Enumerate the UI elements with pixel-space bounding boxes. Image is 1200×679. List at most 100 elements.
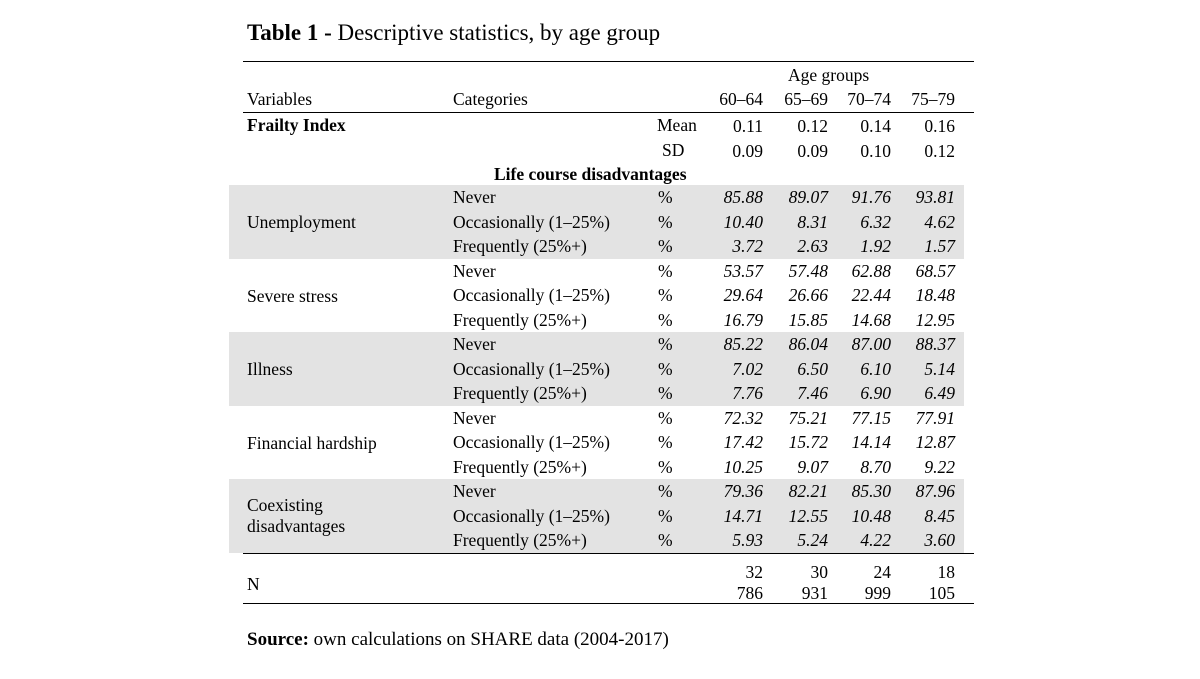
percent-value: 26.66 bbox=[788, 285, 828, 305]
percent-value: 10.48 bbox=[851, 505, 891, 526]
frailty-mean-value: 0.11 bbox=[733, 116, 763, 136]
row-group-shading bbox=[229, 185, 964, 259]
n-value-top: 30 bbox=[810, 562, 829, 582]
category-label: Never bbox=[453, 334, 496, 354]
category-label: Never bbox=[453, 260, 496, 281]
percent-value: 82.21 bbox=[788, 481, 828, 501]
frailty-mean-value: 0.12 bbox=[797, 116, 828, 136]
category-label: Frequently (25%+) bbox=[453, 236, 587, 256]
percent-value: 53.57 bbox=[723, 260, 763, 281]
n-value-top: 32 bbox=[745, 562, 764, 582]
age-column-header: 70–74 bbox=[847, 89, 891, 109]
row-group-shading bbox=[229, 332, 964, 406]
frailty-index-label: Frailty Index bbox=[247, 115, 346, 135]
percent-value: 6.10 bbox=[860, 358, 891, 379]
percent-value: 9.22 bbox=[924, 456, 955, 477]
percent-value: 10.40 bbox=[723, 211, 763, 232]
unit-label: % bbox=[658, 334, 673, 354]
source-label: Source: bbox=[247, 629, 309, 650]
percent-value: 3.72 bbox=[732, 236, 763, 256]
category-label: Frequently (25%+) bbox=[453, 309, 587, 330]
age-groups-header: Age groups bbox=[788, 65, 870, 85]
sd-label: SD bbox=[662, 140, 685, 160]
percent-value: 6.49 bbox=[924, 383, 955, 403]
section-label: Life course disadvantages bbox=[494, 164, 687, 184]
percent-value: 85.88 bbox=[723, 187, 763, 207]
percent-value: 7.76 bbox=[732, 383, 763, 403]
percent-value: 85.30 bbox=[851, 481, 891, 501]
frailty-sd-value: 0.09 bbox=[732, 141, 763, 161]
categories-header: Categories bbox=[453, 89, 528, 109]
percent-value: 89.07 bbox=[788, 187, 828, 207]
percent-value: 17.42 bbox=[723, 432, 763, 452]
percent-value: 1.57 bbox=[924, 236, 955, 256]
unit-label: % bbox=[658, 236, 673, 256]
unit-label: % bbox=[658, 432, 673, 452]
percent-value: 15.72 bbox=[788, 432, 828, 452]
category-label: Never bbox=[453, 407, 496, 428]
percent-value: 77.91 bbox=[915, 407, 955, 428]
row-group-shading bbox=[229, 479, 964, 553]
category-label: Occasionally (1–25%) bbox=[453, 211, 610, 232]
percent-value: 8.70 bbox=[860, 456, 891, 477]
unit-label: % bbox=[658, 530, 673, 550]
category-label: Frequently (25%+) bbox=[453, 383, 587, 403]
age-column-header: 75–79 bbox=[911, 89, 955, 109]
percent-value: 14.68 bbox=[851, 309, 891, 330]
percent-value: 77.15 bbox=[851, 407, 891, 428]
age-column-header: 65–69 bbox=[784, 89, 828, 109]
percent-value: 12.55 bbox=[788, 505, 828, 526]
variable-label: Severe stress bbox=[247, 285, 338, 306]
percent-value: 91.76 bbox=[851, 187, 891, 207]
category-label: Occasionally (1–25%) bbox=[453, 505, 610, 526]
percent-value: 5.93 bbox=[732, 530, 763, 550]
percent-value: 86.04 bbox=[788, 334, 828, 354]
header-rule bbox=[243, 112, 974, 113]
unit-label: % bbox=[658, 505, 673, 526]
variable-label: Illness bbox=[247, 359, 293, 379]
percent-value: 7.46 bbox=[797, 383, 828, 403]
n-label: N bbox=[247, 574, 260, 594]
percent-value: 75.21 bbox=[788, 407, 828, 428]
source-text: own calculations on SHARE data (2004-201… bbox=[308, 629, 669, 650]
percent-value: 57.48 bbox=[788, 260, 828, 281]
percent-value: 85.22 bbox=[723, 334, 763, 354]
unit-label: % bbox=[658, 358, 673, 379]
percent-value: 14.71 bbox=[723, 505, 763, 526]
frailty-mean-value: 0.14 bbox=[860, 116, 891, 136]
category-label: Frequently (25%+) bbox=[453, 530, 587, 550]
n-value-bottom: 999 bbox=[864, 583, 891, 603]
percent-value: 2.63 bbox=[797, 236, 828, 256]
percent-value: 12.87 bbox=[915, 432, 955, 452]
category-label: Occasionally (1–25%) bbox=[453, 285, 610, 305]
source-note: Source: own calculations on SHARE data (… bbox=[247, 629, 669, 651]
n-top-rule bbox=[243, 553, 974, 554]
category-label: Occasionally (1–25%) bbox=[453, 432, 610, 452]
percent-value: 5.24 bbox=[797, 530, 828, 550]
percent-value: 6.32 bbox=[860, 211, 891, 232]
n-value-bottom: 786 bbox=[736, 583, 763, 603]
variable-label: Unemployment bbox=[247, 212, 356, 232]
unit-label: % bbox=[658, 211, 673, 232]
percent-value: 22.44 bbox=[851, 285, 891, 305]
category-label: Frequently (25%+) bbox=[453, 456, 587, 477]
unit-label: % bbox=[658, 260, 673, 281]
variable-label-line: disadvantages bbox=[247, 516, 346, 536]
percent-value: 79.36 bbox=[723, 481, 763, 501]
percent-value: 6.50 bbox=[797, 358, 828, 379]
percent-value: 7.02 bbox=[732, 358, 763, 379]
percent-value: 10.25 bbox=[723, 456, 763, 477]
percent-value: 8.31 bbox=[797, 211, 828, 232]
percent-value: 9.07 bbox=[797, 456, 828, 477]
percent-value: 87.96 bbox=[915, 481, 955, 501]
variables-header: Variables bbox=[247, 89, 313, 109]
percent-value: 29.64 bbox=[723, 285, 763, 305]
percent-value: 6.90 bbox=[860, 383, 891, 403]
n-value-bottom: 105 bbox=[928, 583, 955, 603]
percent-value: 4.22 bbox=[860, 530, 891, 550]
unit-label: % bbox=[658, 309, 673, 330]
percent-value: 1.92 bbox=[860, 236, 891, 256]
percent-value: 62.88 bbox=[851, 260, 891, 281]
mean-label: Mean bbox=[657, 115, 697, 135]
variable-label-line: Coexisting bbox=[247, 495, 323, 515]
